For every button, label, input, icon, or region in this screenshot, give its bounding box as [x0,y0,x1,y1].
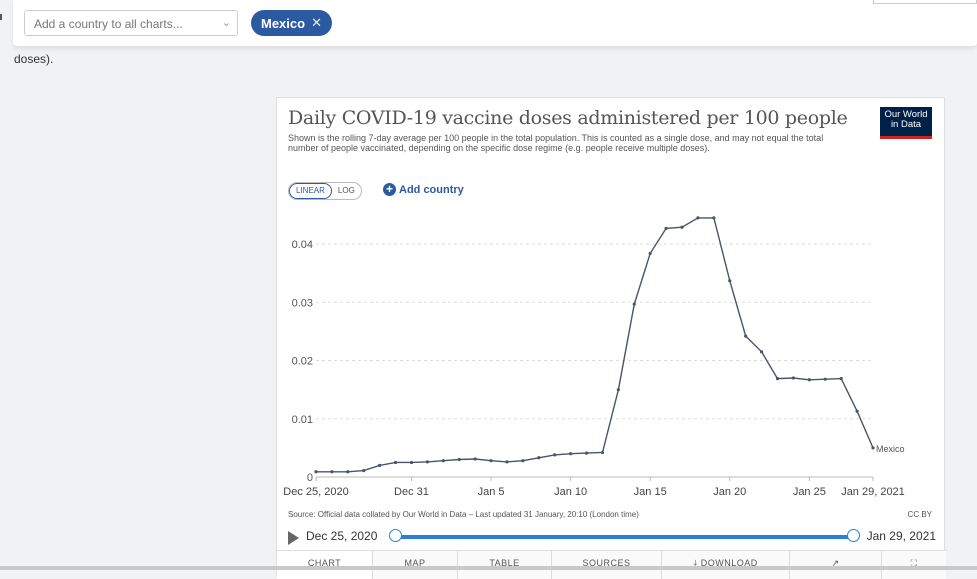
data-point [346,470,350,474]
data-point [553,453,557,457]
owid-logo[interactable]: Our World in Data [880,107,932,139]
data-point [728,279,732,283]
data-point [744,334,748,338]
tab-table[interactable]: TABLE [458,551,552,579]
x-tick-label: Dec 31 [394,486,429,498]
chart-tabs: CHART MAP TABLE SOURCES ⤓ DOWNLOAD ↗ ⛶ [277,550,946,579]
data-point [537,456,541,460]
y-tick-label: 0 [307,472,313,484]
x-tick-label: Jan 15 [634,486,667,498]
top-right-panel-edge [873,0,977,4]
y-tick-label: 0.03 [292,297,313,309]
y-tick-label: 0.04 [292,239,313,251]
timeline-track[interactable] [395,535,853,539]
series-line-mexico [316,217,874,473]
data-point [584,451,589,455]
tab-chart[interactable]: CHART [277,551,373,579]
timeline-start-handle[interactable] [389,529,402,542]
fullscreen-button[interactable]: ⛶ [882,551,946,579]
download-icon: ⤓ [693,558,701,568]
data-point [823,377,827,381]
data-point [648,251,652,256]
data-point [393,460,398,465]
data-point [791,376,796,380]
scale-toggle[interactable]: LINEAR LOG [288,182,362,200]
country-chip-mexico[interactable]: Mexico ✕ [251,10,332,36]
share-icon: ↗ [831,558,840,568]
scale-log-button[interactable]: LOG [337,186,355,195]
timeline-end-handle[interactable] [847,529,860,542]
x-tick-label: Jan 29, 2021 [841,486,905,498]
logo-line-1: Our World [884,109,928,120]
data-point [807,378,811,382]
data-point [600,450,605,455]
data-point [712,216,716,220]
data-point [664,226,668,230]
timeline-end-label: Jan 29, 2021 [866,529,936,543]
expand-icon: ⛶ [910,558,918,568]
data-point [378,463,382,467]
data-point [680,225,684,229]
scale-linear-button[interactable]: LINEAR [289,183,332,199]
tab-map[interactable]: MAP [373,551,458,579]
add-country-placeholder: Add a country to all charts... [34,17,183,31]
plus-circle-icon: + [383,183,396,196]
page-bottom-edge [0,566,977,570]
add-country-label: Add country [399,183,464,196]
body-text-fragment: doses). [14,52,54,66]
data-point [855,409,859,413]
tab-download[interactable]: ⤓ DOWNLOAD [662,551,790,579]
tab-sources[interactable]: SOURCES [552,551,662,579]
x-tick-label: Dec 25, 2020 [283,486,348,498]
data-point [409,460,414,465]
chart-card: Daily COVID-19 vaccine doses administere… [276,97,946,579]
data-point [425,460,429,464]
add-country-select[interactable]: Add a country to all charts... ⌄ [24,10,238,36]
timeline-start-label: Dec 25, 2020 [306,529,378,543]
data-point [505,460,509,464]
chart-source: Source: Official data collated by Our Wo… [288,510,639,519]
data-point [616,388,620,392]
data-point [489,459,493,463]
series-label-mexico: Mexico [876,444,905,454]
timeline: Dec 25, 2020 Jan 29, 2021 [288,529,936,545]
data-point [473,457,477,461]
data-point [760,350,764,354]
license-label[interactable]: CC BY [907,510,932,519]
data-point [521,459,525,463]
data-point [362,468,366,473]
data-point [696,216,700,220]
x-tick-label: Jan 25 [793,486,826,498]
logo-line-2: in Data [890,119,922,130]
data-point [330,470,334,474]
country-filter-bar: Add a country to all charts... ⌄ Mexico … [13,0,977,47]
data-point [775,377,780,381]
chart-subtitle: Shown is the rolling 7-day average per 1… [288,133,824,153]
chart-title: Daily COVID-19 vaccine doses administere… [288,107,848,129]
y-tick-label: 0.01 [292,414,313,426]
data-point [314,470,318,474]
tab-download-label: DOWNLOAD [700,558,758,568]
x-tick-label: Jan 10 [554,486,587,498]
line-chart: 0 0.01 0.02 0.03 0.04 Dec 25, 2020 Dec 31 Jan 5… [283,216,905,498]
left-edge-marker [0,14,2,20]
data-point [441,459,445,463]
data-point [839,377,843,381]
x-tick-label: Jan 20 [713,486,746,498]
y-tick-label: 0.02 [292,356,313,368]
data-point [569,452,573,456]
close-icon[interactable]: ✕ [311,15,322,30]
data-point [632,302,636,306]
add-country-button[interactable]: + Add country [383,183,464,196]
play-icon[interactable] [288,531,299,545]
data-point [457,457,461,462]
x-tick-label: Jan 5 [478,486,505,498]
country-chip-label: Mexico [261,15,306,31]
data-point [871,446,875,450]
share-button[interactable]: ↗ [790,551,882,579]
chevron-down-icon: ⌄ [221,17,231,29]
